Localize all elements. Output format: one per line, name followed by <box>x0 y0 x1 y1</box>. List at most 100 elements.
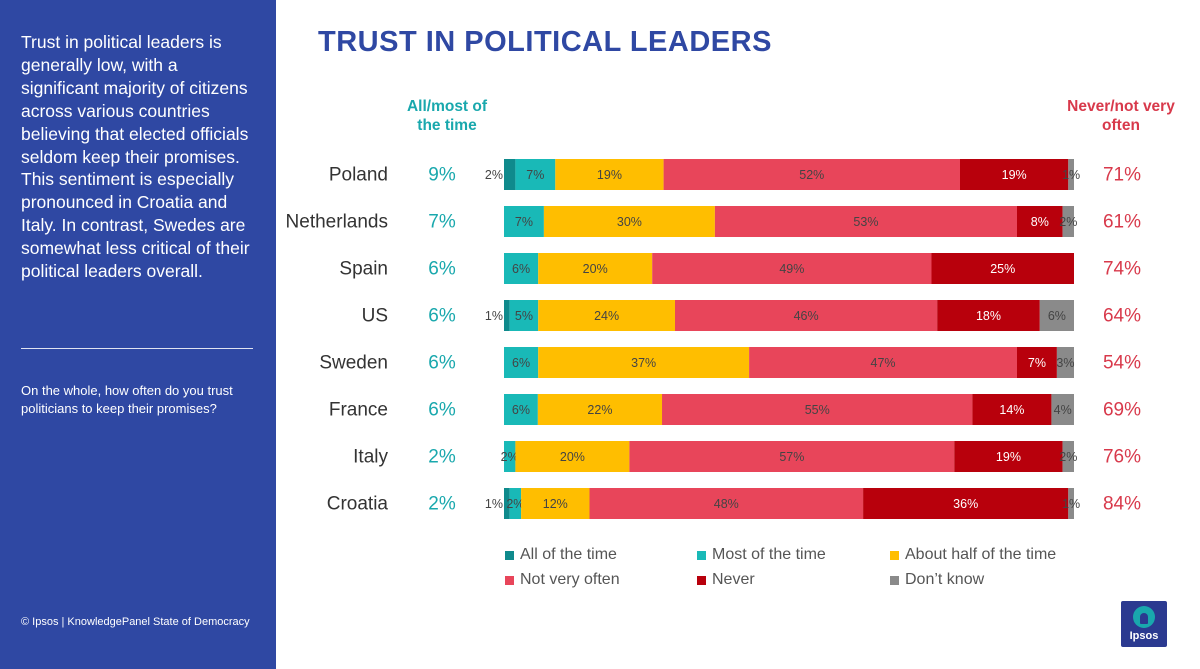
data-label-france-never: 14% <box>999 403 1024 417</box>
data-label-poland-not-very-often: 52% <box>799 168 824 182</box>
bar-us-not-very-often <box>675 300 938 331</box>
bar-poland-most-of-the-time <box>515 159 556 190</box>
category-label-netherlands: Netherlands <box>286 212 388 233</box>
chart-title: TRUST IN POLITICAL LEADERS <box>318 26 772 58</box>
bar-us-about-half-of-the-time <box>538 300 675 331</box>
data-label-poland-never: 19% <box>1002 168 1027 182</box>
legend-label: All of the time <box>520 546 617 563</box>
category-label-croatia: Croatia <box>327 494 389 515</box>
data-label-france-most-of-the-time: 6% <box>512 403 530 417</box>
bar-italy-never <box>954 441 1063 472</box>
data-label-sweden-don-t-know: 3% <box>1056 356 1074 370</box>
data-label-us-about-half-of-the-time: 24% <box>594 309 619 323</box>
category-label-poland: Poland <box>329 165 388 186</box>
data-label-netherlands-about-half-of-the-time: 30% <box>617 215 642 229</box>
total-all-most-spain: 6% <box>428 259 456 280</box>
ipsos-logo-mark-icon <box>1133 606 1155 628</box>
total-never-not-croatia: 84% <box>1103 494 1141 515</box>
data-label-croatia-don-t-know: 1% <box>1062 497 1080 511</box>
total-never-not-us: 64% <box>1103 306 1141 327</box>
bar-netherlands-never <box>1017 206 1063 237</box>
bar-netherlands-don-t-know <box>1062 206 1074 237</box>
category-label-italy: Italy <box>353 447 388 468</box>
legend-swatch <box>890 550 899 560</box>
data-label-croatia-most-of-the-time: 2% <box>506 497 524 511</box>
legend-label: About half of the time <box>905 546 1057 563</box>
data-label-poland-don-t-know: 1% <box>1062 168 1080 182</box>
bar-sweden-about-half-of-the-time <box>538 347 750 378</box>
stacked-bar-chart: Poland 9% 71% 2% 7% 19% 52% 19% 1% Netherlands 7% 6… <box>286 159 1141 519</box>
category-label-france: France <box>329 400 388 421</box>
legend-swatch <box>890 575 899 585</box>
total-all-most-sweden: 6% <box>428 353 456 374</box>
bar-poland-about-half-of-the-time <box>555 159 664 190</box>
data-label-italy-most-of-the-time: 2% <box>501 450 519 464</box>
bar-france-about-half-of-the-time <box>537 394 663 425</box>
data-label-italy-about-half-of-the-time: 20% <box>560 450 585 464</box>
all-most-header: All/most of the time <box>406 98 488 134</box>
legend-swatch <box>697 550 706 560</box>
data-label-croatia-all-of-the-time: 1% <box>485 497 503 511</box>
total-all-most-france: 6% <box>428 400 456 421</box>
never-not-header: Never/not very often <box>1067 98 1175 134</box>
ipsos-logo: Ipsos <box>1121 601 1167 647</box>
bar-france-don-t-know <box>1051 394 1074 425</box>
sidebar-summary: Trust in political leaders is generally … <box>21 32 250 282</box>
bar-italy-not-very-often <box>629 441 955 472</box>
bar-france-most-of-the-time <box>504 394 538 425</box>
total-all-most-us: 6% <box>428 306 456 327</box>
bar-croatia-all-of-the-time <box>504 488 510 519</box>
legend-swatch <box>697 575 706 585</box>
data-label-sweden-not-very-often: 47% <box>871 356 896 370</box>
category-label-sweden: Sweden <box>319 353 388 374</box>
bar-italy-don-t-know <box>1062 441 1074 472</box>
data-label-poland-all-of-the-time: 2% <box>485 168 503 182</box>
legend-item-all-of-the-time: All of the time <box>505 546 697 564</box>
data-label-italy-never: 19% <box>996 450 1021 464</box>
total-all-most-italy: 2% <box>428 447 456 468</box>
total-all-most-poland: 9% <box>428 165 456 186</box>
legend-label: Never <box>712 571 755 588</box>
bar-sweden-most-of-the-time <box>504 347 539 378</box>
bar-us-all-of-the-time <box>504 300 510 331</box>
data-label-croatia-about-half-of-the-time: 12% <box>543 497 568 511</box>
data-label-us-don-t-know: 6% <box>1048 309 1066 323</box>
data-label-spain-not-very-often: 49% <box>779 262 804 276</box>
data-label-netherlands-never: 8% <box>1031 215 1049 229</box>
bar-poland-don-t-know <box>1068 159 1074 190</box>
bar-spain-not-very-often <box>652 253 932 284</box>
data-label-us-all-of-the-time: 1% <box>485 309 503 323</box>
source-footer: © Ipsos | KnowledgePanel State of Democr… <box>21 616 250 628</box>
data-label-netherlands-most-of-the-time: 7% <box>515 215 533 229</box>
total-never-not-poland: 71% <box>1103 165 1141 186</box>
bar-croatia-don-t-know <box>1068 488 1074 519</box>
data-label-netherlands-not-very-often: 53% <box>853 215 878 229</box>
data-label-us-never: 18% <box>976 309 1001 323</box>
survey-question: On the whole, how often do you trust pol… <box>21 383 233 416</box>
bar-croatia-about-half-of-the-time <box>521 488 590 519</box>
data-label-netherlands-don-t-know: 2% <box>1059 215 1077 229</box>
total-all-most-croatia: 2% <box>428 494 456 515</box>
data-label-spain-about-half-of-the-time: 20% <box>583 262 608 276</box>
category-label-us: US <box>362 306 388 327</box>
data-label-sweden-never: 7% <box>1028 356 1046 370</box>
bar-poland-all-of-the-time <box>504 159 516 190</box>
data-label-sweden-most-of-the-time: 6% <box>512 356 530 370</box>
legend-item-never: Never <box>697 571 890 589</box>
bar-netherlands-not-very-often <box>714 206 1017 237</box>
legend-item-don-t-know: Don’t know <box>890 571 1100 589</box>
chart-legend: All of the time Most of the time About hal… <box>505 546 1105 589</box>
bar-us-never <box>937 300 1040 331</box>
bar-sweden-never <box>1017 347 1057 378</box>
legend-item-about-half-of-the-time: About half of the time <box>890 546 1100 564</box>
bar-croatia-never <box>863 488 1069 519</box>
data-label-croatia-not-very-often: 48% <box>714 497 739 511</box>
bar-france-not-very-often <box>662 394 973 425</box>
legend-label: Most of the time <box>712 546 826 563</box>
bar-sweden-don-t-know <box>1056 347 1074 378</box>
data-label-croatia-never: 36% <box>953 497 978 511</box>
total-all-most-netherlands: 7% <box>428 212 456 233</box>
bar-sweden-not-very-often <box>749 347 1017 378</box>
data-label-france-not-very-often: 55% <box>805 403 830 417</box>
bar-italy-most-of-the-time <box>504 441 516 472</box>
